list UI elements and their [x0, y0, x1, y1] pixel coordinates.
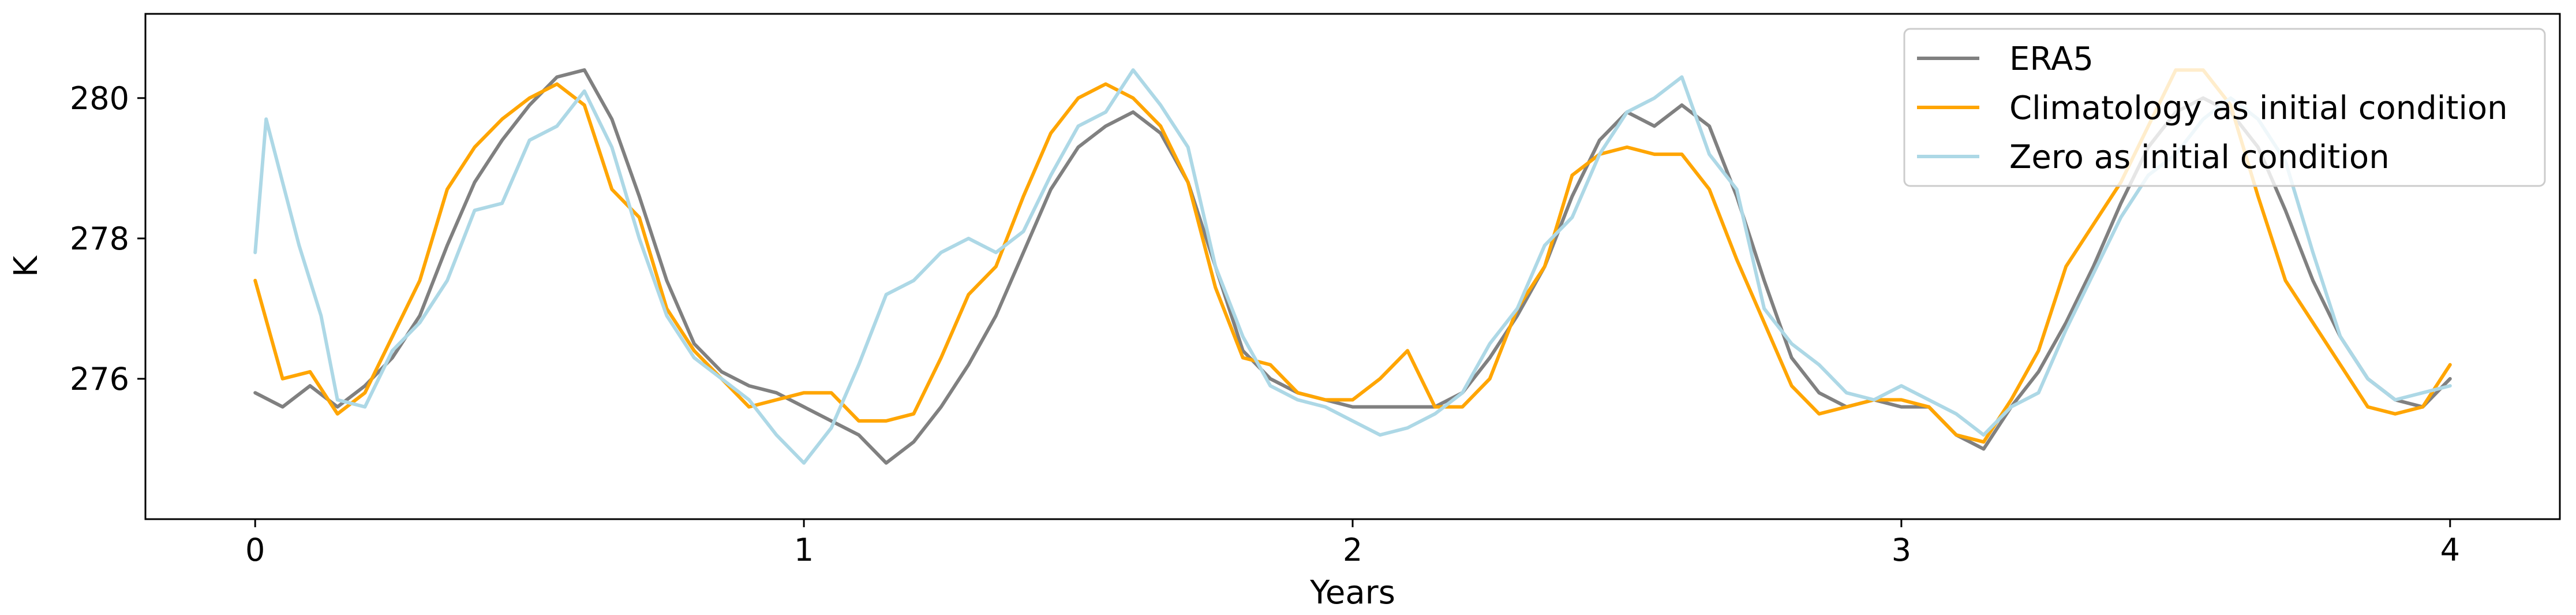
y-axis-title: K	[8, 255, 45, 277]
y-tick-label: 276	[70, 361, 129, 397]
legend-box	[1903, 28, 2546, 187]
legend-label: Climatology as initial condition	[2009, 90, 2508, 127]
x-tick-label: 4	[2440, 532, 2460, 568]
series-line-0	[253, 68, 2452, 465]
x-axis-title: Years	[1309, 574, 1395, 612]
legend: ERA5 Climatology as initial condition Zero…	[1903, 28, 2546, 187]
x-tick-label: 1	[794, 532, 814, 568]
axes-layer: 0 1 2 3 4 276 278 280	[70, 80, 2460, 568]
x-tick-label: 3	[1892, 532, 1911, 568]
series-line-2	[253, 68, 2452, 465]
x-tick-label: 0	[245, 532, 265, 568]
legend-label: Zero as initial condition	[2009, 139, 2390, 176]
y-tick-label: 280	[70, 80, 129, 117]
legend-label: ERA5	[2009, 40, 2094, 78]
y-tick-label: 278	[70, 221, 129, 257]
x-tick-label: 2	[1343, 532, 1362, 568]
series-line-1	[253, 68, 2452, 444]
series-layer	[253, 68, 2452, 465]
